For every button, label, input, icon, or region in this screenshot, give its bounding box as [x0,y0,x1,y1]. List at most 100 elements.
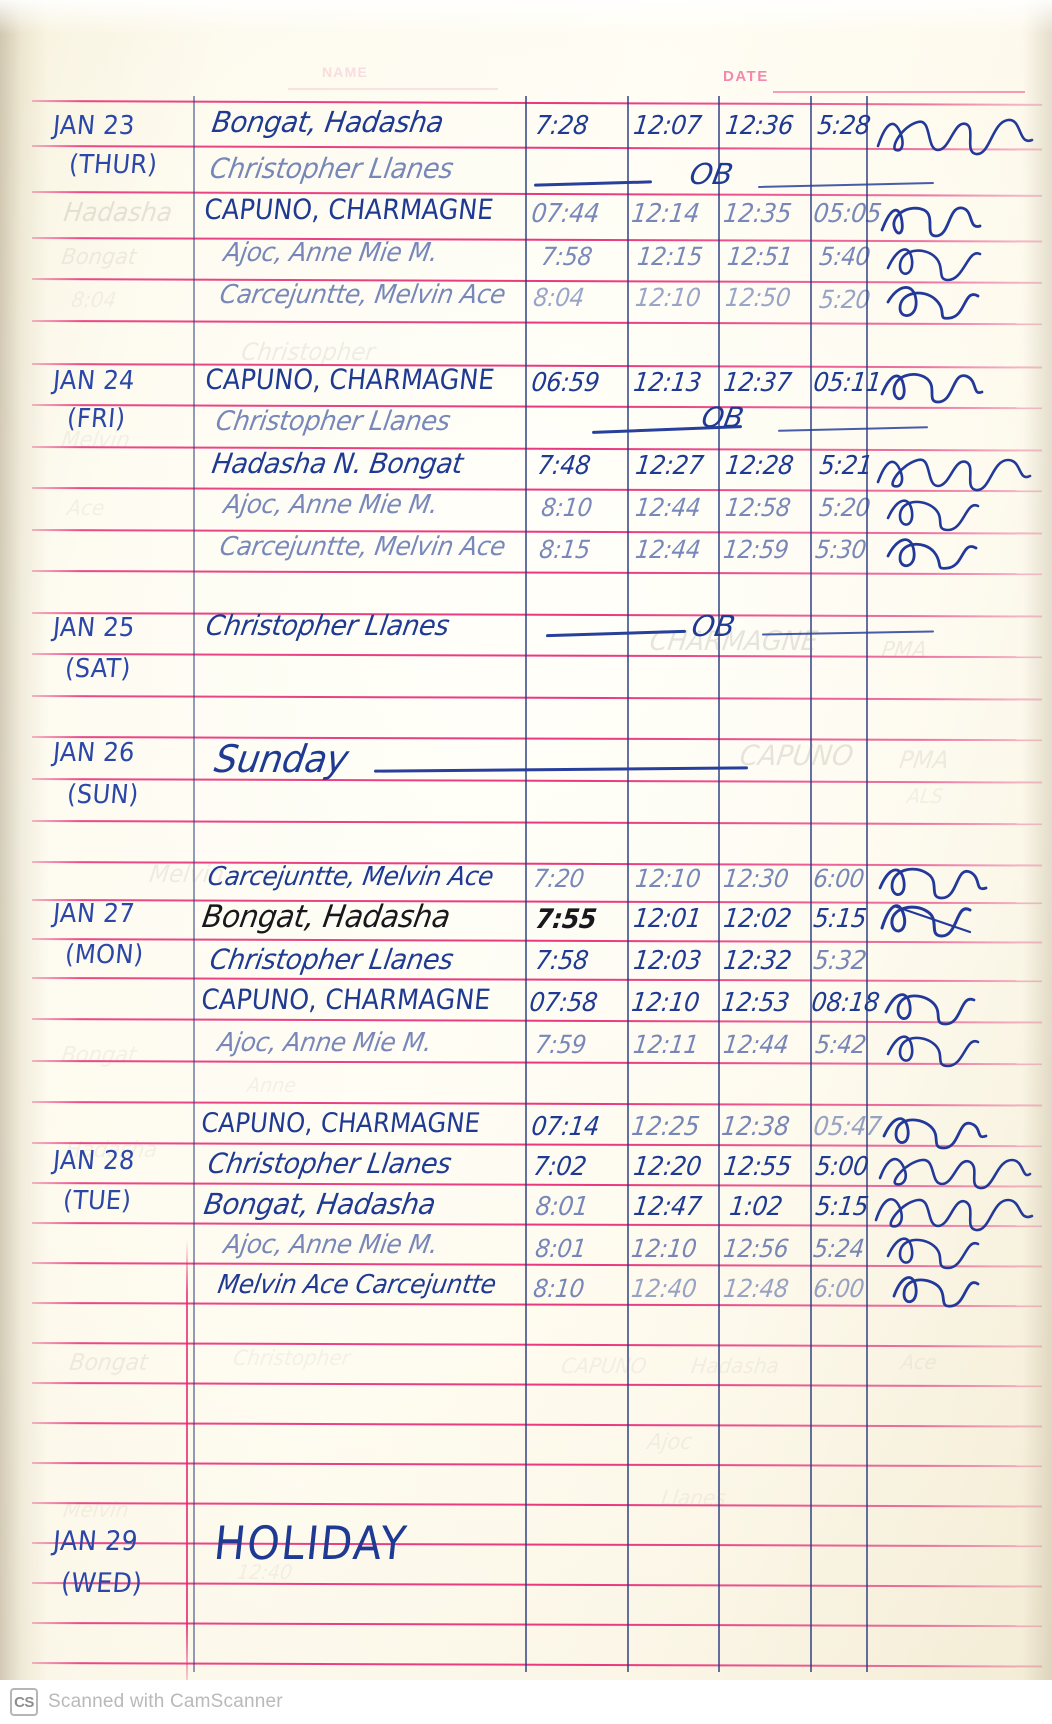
signature-mark [872,444,1042,496]
time-am-out: 12:25 [629,1112,702,1142]
entry-name: Christopher Llanes [207,152,456,185]
entry-name: CAPUNO, CHARMAGNE [199,1108,482,1139]
time-am-out: 12:40 [629,1274,699,1303]
signature-mark [880,528,992,574]
time-pm-out: 05:05 [811,199,884,229]
time-pm-in: 12:02 [721,904,794,934]
time-pm-out: 5:40 [817,242,872,271]
time-am-in: 7:59 [533,1030,588,1059]
camscanner-caption: Scanned with CamScanner [48,1691,283,1712]
time-pm-in: 12:36 [723,111,796,141]
time-am-in: 7:20 [531,864,586,893]
entry-name: Bongat, Hadasha [209,105,446,139]
time-am-out: 12:01 [631,904,704,934]
time-am-in: 7:28 [533,111,591,141]
entry-name: CAPUNO, CHARMAGNE [202,193,496,226]
time-am-out: 12:15 [635,242,705,271]
entry-name: Christopher Llanes [205,1147,454,1180]
divider-pmin-pmout [810,96,812,1672]
time-am-in: 07:14 [529,1112,602,1142]
time-pm-out: 5:32 [811,946,869,976]
page-top-highlight [0,0,1052,34]
time-pm-in: 12:50 [723,283,793,312]
divider-date-name [193,96,195,1672]
time-pm-in: 12:44 [721,1030,791,1059]
page-right-shadow [1022,0,1052,1724]
signature-mark [876,856,998,904]
camscanner-logo: CS [10,1688,38,1716]
divider-pmout-signature [866,96,868,1672]
signature-mark [874,1144,1034,1194]
entry-name: Hadasha N. Bongat [209,447,466,480]
time-am-out: 12:47 [631,1192,704,1222]
time-am-out: 12:10 [629,988,702,1018]
time-am-out: 12:20 [631,1152,704,1182]
time-am-in: 8:01 [533,1234,588,1263]
entry-name: Christopher Llanes [203,609,452,642]
time-am-in: 07:44 [529,199,602,229]
entry-weekday: (MON) [63,940,145,970]
time-pm-in: 12:37 [721,368,794,398]
time-pm-in: 12:30 [721,864,791,893]
time-am-out: 12:13 [631,368,704,398]
page-left-shadow [0,0,48,1724]
entry-name: CAPUNO, CHARMAGNE [203,363,497,396]
time-am-out: 12:44 [633,535,703,564]
entry-name: Carcejuntte, Melvin Ace [205,862,496,892]
time-am-out: 12:14 [629,199,702,229]
time-pm-in: 1:02 [727,1192,785,1222]
time-pm-in: 12:28 [723,451,796,481]
entry-weekday: (FRI) [65,404,127,434]
time-pm-out: 08:18 [809,988,882,1018]
signature-mark [886,1264,994,1312]
entry-name: Melvin Ace Carcejuntte [215,1270,499,1300]
time-pm-out: 5:28 [815,111,873,141]
signature-mark [876,196,996,242]
holiday-label: HOLIDAY [211,1516,411,1570]
signature-mark [872,106,1047,160]
entry-name: Ajoc, Anne Mie M. [221,490,440,520]
time-pm-in: 12:56 [721,1234,791,1263]
time-pm-out: 5:20 [817,285,872,314]
entry-name: Ajoc, Anne Mie M. [221,238,440,268]
entry-date: JAN 28 [51,1146,136,1176]
entry-date: JAN 26 [51,738,136,768]
entry-date: JAN 29 [51,1526,140,1557]
printed-date-label: DATE [723,68,769,85]
time-am-in: 8:01 [533,1192,591,1222]
signature-mark [880,982,992,1028]
time-pm-in: 12:59 [721,535,791,564]
time-am-in: 7:55 [533,904,599,935]
entry-date: JAN 23 [51,111,136,141]
time-pm-in: 12:53 [719,988,792,1018]
time-pm-out: 6:00 [811,1274,866,1303]
entry-name: Ajoc, Anne Mie M. [221,1230,440,1260]
divider-amout-pmin [718,96,720,1672]
time-pm-out: 5:24 [811,1234,866,1263]
time-pm-in: 12:58 [723,493,793,522]
time-pm-out: 5:15 [811,904,869,934]
time-am-out: 12:27 [633,451,706,481]
time-pm-out: 5:42 [813,1030,868,1059]
entry-weekday: (SUN) [65,780,140,810]
signature-mark [884,236,994,284]
entry-name: Bongat, Hadasha [199,899,453,935]
time-am-in: 8:10 [531,1274,586,1303]
printed-name-label: NAME [322,64,369,80]
time-pm-out: 6:00 [811,864,866,893]
entry-name: Sunday [211,737,352,781]
time-am-in: 8:04 [531,283,586,312]
entry-date: JAN 24 [51,366,136,396]
signature-mark [884,1024,992,1070]
entry-name: Carcejuntte, Melvin Ace [217,532,508,562]
time-pm-in: 12:35 [721,199,794,229]
signature-mark [884,488,992,534]
entry-name: CAPUNO, CHARMAGNE [199,983,493,1016]
entry-name: Christopher Llanes [207,943,456,976]
time-am-in: 7:48 [535,451,593,481]
time-pm-out: 5:15 [813,1192,871,1222]
time-am-out: 12:10 [633,283,703,312]
time-pm-in: 12:51 [725,242,795,271]
time-am-in: 7:02 [531,1152,589,1182]
entry-weekday: (TUE) [61,1186,133,1216]
